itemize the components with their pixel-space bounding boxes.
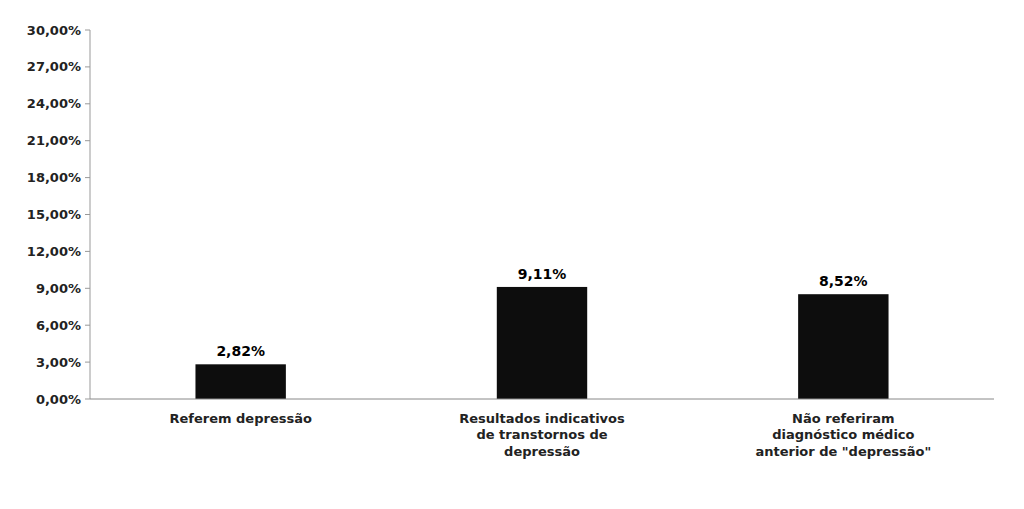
y-axis: 0,00% 3,00% 6,00% 9,00% 12,00% 15,00% 18,00% 21… xyxy=(27,23,90,407)
y-tick-label: 15,00% xyxy=(27,207,81,222)
y-tick-label: 3,00% xyxy=(36,355,81,370)
y-tick xyxy=(85,325,90,326)
y-tick xyxy=(85,251,90,252)
y-tick-label: 6,00% xyxy=(36,318,81,333)
y-tick-label: 24,00% xyxy=(27,96,81,111)
y-tick-label: 12,00% xyxy=(27,244,81,259)
data-label: 2,82% xyxy=(216,343,265,359)
x-tick-label: Referem depressão xyxy=(169,411,312,426)
y-tick xyxy=(85,30,90,31)
y-tick-label: 0,00% xyxy=(36,392,81,407)
y-tick xyxy=(85,214,90,215)
y-tick xyxy=(85,177,90,178)
data-labels: 2,82% 9,11% 8,52% xyxy=(216,266,867,359)
y-tick xyxy=(85,362,90,363)
data-label: 8,52% xyxy=(819,273,868,289)
y-tick xyxy=(85,399,90,400)
x-tick-label: Resultados indicativosde transtornos ded… xyxy=(459,411,625,459)
bar xyxy=(798,294,888,399)
bars xyxy=(195,287,888,399)
chart-container: 0,00% 3,00% 6,00% 9,00% 12,00% 15,00% 18,00% 21… xyxy=(0,0,1024,509)
y-tick xyxy=(85,66,90,67)
y-tick-label: 27,00% xyxy=(27,59,81,74)
y-tick-label: 30,00% xyxy=(27,23,81,38)
x-tick-label: Não referiramdiagnóstico médicoanterior … xyxy=(755,411,931,459)
y-tick xyxy=(85,140,90,141)
chart: 0,00% 3,00% 6,00% 9,00% 12,00% 15,00% 18,00% 21… xyxy=(0,0,1024,509)
bar xyxy=(195,364,285,399)
y-tick-label: 18,00% xyxy=(27,170,81,185)
y-tick xyxy=(85,103,90,104)
y-tick-label: 9,00% xyxy=(36,281,81,296)
y-tick xyxy=(85,288,90,289)
y-tick-label: 21,00% xyxy=(27,133,81,148)
data-label: 9,11% xyxy=(518,266,567,282)
x-axis: Referem depressão Resultados indicativosd… xyxy=(90,399,994,459)
x-axis-line xyxy=(90,399,994,400)
bar xyxy=(497,287,587,399)
